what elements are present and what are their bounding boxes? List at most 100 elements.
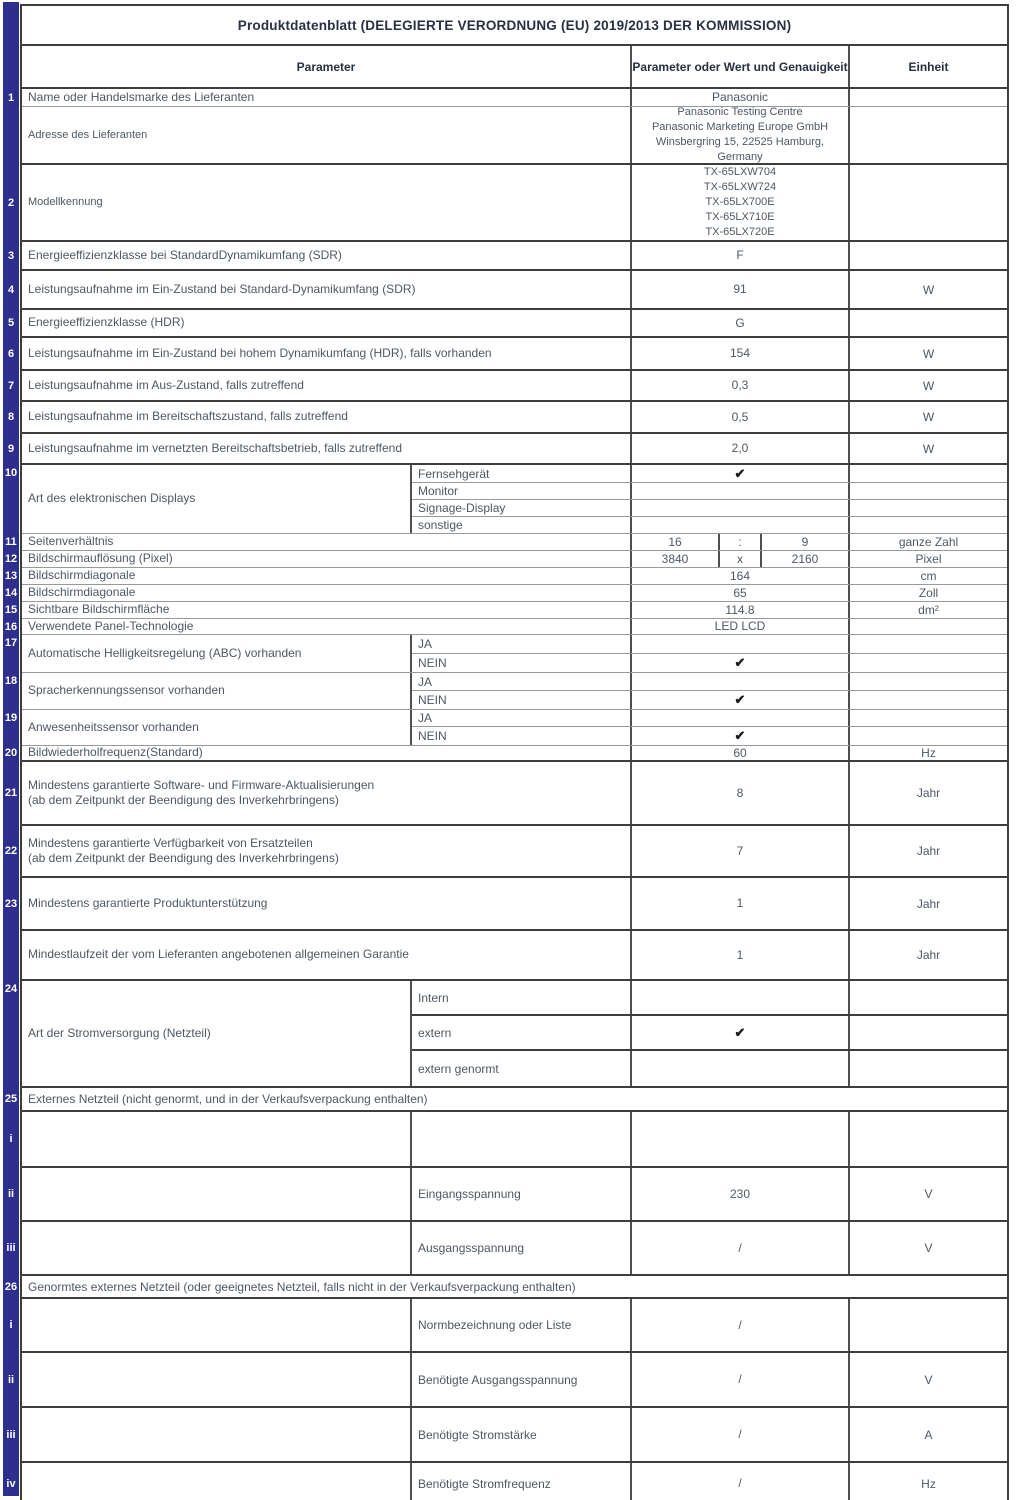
sub-row: NEIN ✔ [412,727,1007,745]
value-cell: / [632,1353,850,1406]
unit-cell [850,89,1007,106]
unit-cell: W [922,346,935,361]
value-cell: 114.8 [632,602,850,618]
unit-cell [850,673,1007,690]
sub-row: Fernsehgerät ✔ [412,465,1007,483]
header-unit: Einheit [908,59,949,74]
unit-cell [850,465,1007,482]
unit-cell [850,710,1007,726]
unit-cell [850,165,1007,240]
param-label [22,1408,412,1461]
unit-cell: A [924,1427,933,1442]
row-number: i [9,1133,13,1145]
param-label [22,1112,412,1166]
row-number: 17 [4,637,18,649]
value-cell [632,517,850,533]
checkmark-icon: ✔ [734,1024,746,1040]
unit-cell: W [922,410,935,424]
row-number: iv [6,1477,16,1490]
value-cell [632,635,850,653]
unit-cell [850,619,1007,634]
unit-cell [850,981,1007,1014]
table-row: 17 Automatische Helligkeitsregelung (ABC)… [5,635,1007,673]
sub-param-label: NEIN [412,727,632,745]
param-label: Bildschirmdiagonale [22,568,632,584]
sub-param-label: Benötigte Ausgangsspannung [412,1353,632,1406]
param-label: Leistungsaufnahme im vernetzten Bereitsc… [22,434,632,463]
row-number: 2 [7,196,15,209]
unit-cell: V [924,1187,933,1201]
value-cell: / [632,1222,850,1274]
table-row: Adresse des Lieferanten Panasonic Testing… [22,106,1007,165]
header-value: Parameter oder Wert und Genauigkeit [632,46,850,87]
table-row: 3 Energieeffizienzklasse bei StandardDyna… [8,242,1007,271]
unit-cell: V [924,1241,933,1255]
sub-param-label: Signage-Display [412,500,632,516]
table-row: 24 Art der Stromversorgung (Netzteil) Inte… [5,981,1007,1088]
unit-cell: Hz [921,746,936,760]
row-number: i [9,1319,13,1331]
unit-cell [850,1016,1007,1049]
unit-cell [850,107,1007,163]
unit-cell: Jahr [916,896,941,911]
row-number: 9 [7,442,15,455]
table-row: 9 Leistungsaufnahme im vernetzten Bereits… [8,434,1007,465]
unit-cell: Hz [921,1476,936,1491]
header-parameter: Parameter [22,46,632,87]
param-label: Modellkennung [22,165,632,240]
unit-cell: Jahr [916,844,941,858]
value-cell: Panasonic Testing Centre Panasonic Marke… [632,106,850,163]
unit-cell: cm [920,569,937,583]
value-cell [632,710,850,726]
unit-cell [850,727,1007,745]
sub-param-label: Eingangsspannung [412,1168,632,1220]
sub-param-label: extern genormt [412,1051,632,1086]
sub-row: Signage-Display [412,500,1007,517]
sub-row: extern genormt [412,1051,1007,1086]
table-row: iv Benötigte Stromfrequenz / Hz [6,1463,1007,1500]
param-label: Verwendete Panel-Technologie [22,619,632,634]
value-cell [632,981,850,1014]
sub-param-label [412,1112,632,1166]
value-cell: 230 [632,1168,850,1220]
unit-cell [850,654,1007,672]
table-row: i Normbezeichnung oder Liste / [9,1299,1007,1353]
param-label: Bildschirmauflösung (Pixel) [22,551,632,567]
row-number: 8 [7,411,15,423]
table-row: Mindestlaufzeit der vom Lieferanten ange… [22,931,1007,981]
unit-cell: Jahr [916,786,941,800]
sub-row-group: JA NEIN ✔ [412,635,1007,672]
table-row: iii Ausgangsspannung / V [6,1222,1007,1276]
param-label: Mindestens garantierte Verfügbarkeit von… [22,826,632,876]
unit-cell [850,483,1007,499]
param-label: Anwesenheitssensor vorhanden [22,710,412,745]
sub-row: NEIN ✔ [412,654,1007,672]
sub-param-label: Benötigte Stromstärke [412,1408,632,1461]
table-row: 14 Bildschirmdiagonale 65 Zoll [5,585,1007,602]
sub-row-group: Intern extern ✔ extern genormt [412,981,1007,1086]
value-cell [632,673,850,690]
value-cell: 1 [632,931,850,979]
param-label [22,1168,412,1220]
row-number: 6 [7,347,15,360]
row-number: 13 [4,570,18,582]
table-row: 18 Spracherkennungssensor vorhanden JA NEIN… [5,673,1007,710]
param-label [22,1222,412,1274]
param-label: Leistungsaufnahme im Ein-Zustand bei Sta… [22,271,632,308]
sub-param-label: Ausgangsspannung [412,1222,632,1274]
value-cell: / [632,1408,850,1461]
row-number: 7 [7,379,15,392]
param-label: Leistungsaufnahme im Bereitschaftszustan… [22,402,632,432]
param-label: Art des elektronischen Displays [22,465,412,533]
table-row: 25 Externes Netzteil (nicht genormt, und … [5,1088,1007,1112]
table-row: 26 Genormtes externes Netzteil (oder geei… [5,1276,1007,1299]
value-cell: 7 [632,826,850,876]
unit-cell [850,1299,1007,1351]
value-cell [632,1112,850,1166]
table-row: iii Benötigte Stromstärke / A [6,1408,1007,1463]
unit-cell [850,242,1007,269]
table-row: i [9,1112,1007,1168]
param-label: Mindestens garantierte Produktunterstütz… [22,878,632,929]
param-label: Art der Stromversorgung (Netzteil) [22,981,412,1086]
value-cell: ✔ [632,465,850,482]
